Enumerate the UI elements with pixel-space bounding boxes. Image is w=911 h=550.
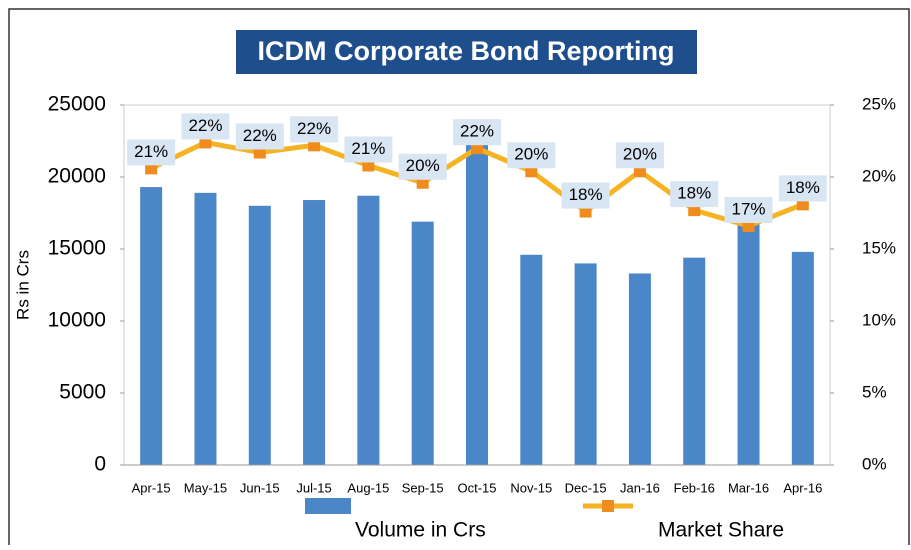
- data-label-box: [344, 136, 393, 163]
- data-label-box: [181, 113, 230, 140]
- x-tick-label: Nov-15: [510, 480, 552, 495]
- y-tick-label: 15000: [48, 237, 106, 260]
- data-label: 22%: [188, 116, 222, 135]
- data-label-box: [290, 116, 339, 143]
- bar: [140, 187, 163, 465]
- bar: [466, 139, 488, 465]
- x-tick-label: Apr-15: [132, 480, 171, 495]
- data-label-box: [724, 196, 773, 223]
- chart-title: ICDM Corporate Bond Reporting: [258, 36, 675, 66]
- data-label: 22%: [243, 126, 277, 145]
- data-label-box: [615, 142, 664, 169]
- bar: [574, 263, 597, 465]
- data-label: 17%: [732, 199, 766, 218]
- y2-tick-label: 10%: [862, 310, 896, 329]
- data-label-box: [778, 175, 827, 202]
- x-tick-label: Jan-16: [620, 480, 660, 495]
- data-label: 22%: [460, 122, 494, 141]
- data-label-box: [398, 153, 447, 180]
- y-tick-label: 5000: [59, 381, 106, 404]
- legend-marker: [602, 500, 614, 512]
- data-label-box: [127, 139, 176, 166]
- y-tick-label: 10000: [48, 309, 106, 332]
- bar: [520, 254, 543, 465]
- y-axis-label: Rs in Crs: [13, 250, 32, 320]
- data-label-box: [453, 119, 501, 146]
- data-label: 18%: [569, 185, 603, 204]
- x-tick-label: Dec-15: [565, 480, 607, 495]
- data-label: 21%: [134, 142, 168, 161]
- bar: [628, 273, 651, 465]
- x-tick-label: Jun-15: [240, 480, 280, 495]
- title-box: [236, 30, 697, 74]
- y-tick-label: 0: [94, 453, 106, 476]
- data-label: 18%: [786, 178, 820, 197]
- x-tick-label: Oct-15: [457, 480, 496, 495]
- data-label: 20%: [623, 145, 657, 164]
- x-tick-label: May-15: [184, 480, 227, 495]
- y2-tick-label: 15%: [862, 238, 896, 257]
- bar: [683, 257, 706, 465]
- bar: [357, 195, 380, 465]
- data-label-box: [235, 123, 284, 150]
- data-label: 20%: [406, 156, 440, 175]
- chart-border: [8, 8, 910, 550]
- data-label-box: [670, 181, 719, 208]
- data-label: 18%: [677, 184, 711, 203]
- bar: [303, 200, 326, 466]
- bar: [411, 221, 434, 465]
- x-tick-label: Apr-16: [783, 480, 822, 495]
- legend-swatch: [305, 498, 351, 514]
- x-tick-label: Aug-15: [347, 480, 389, 495]
- x-tick-label: Feb-16: [674, 480, 715, 495]
- data-label: 21%: [351, 139, 385, 158]
- bar: [248, 205, 271, 466]
- data-label-box: [507, 142, 556, 169]
- y2-tick-label: 0%: [862, 454, 887, 473]
- bar: [737, 224, 760, 465]
- x-tick-label: Mar-16: [728, 480, 769, 495]
- legend-label: Volume in Crs: [355, 519, 486, 542]
- y-tick-label: 20000: [48, 165, 106, 188]
- bar: [791, 251, 814, 465]
- data-label: 22%: [297, 119, 331, 138]
- y2-tick-label: 20%: [862, 166, 896, 185]
- y2-tick-label: 5%: [862, 382, 887, 401]
- x-tick-label: Sep-15: [402, 480, 444, 495]
- data-label: 20%: [514, 145, 548, 164]
- data-label-box: [561, 182, 610, 209]
- legend-label: Market Share: [658, 519, 784, 542]
- x-tick-label: Jul-15: [296, 480, 331, 495]
- marker: [253, 146, 266, 159]
- bar: [194, 192, 217, 465]
- y2-tick-label: 25%: [862, 94, 896, 113]
- y-tick-label: 25000: [48, 93, 106, 116]
